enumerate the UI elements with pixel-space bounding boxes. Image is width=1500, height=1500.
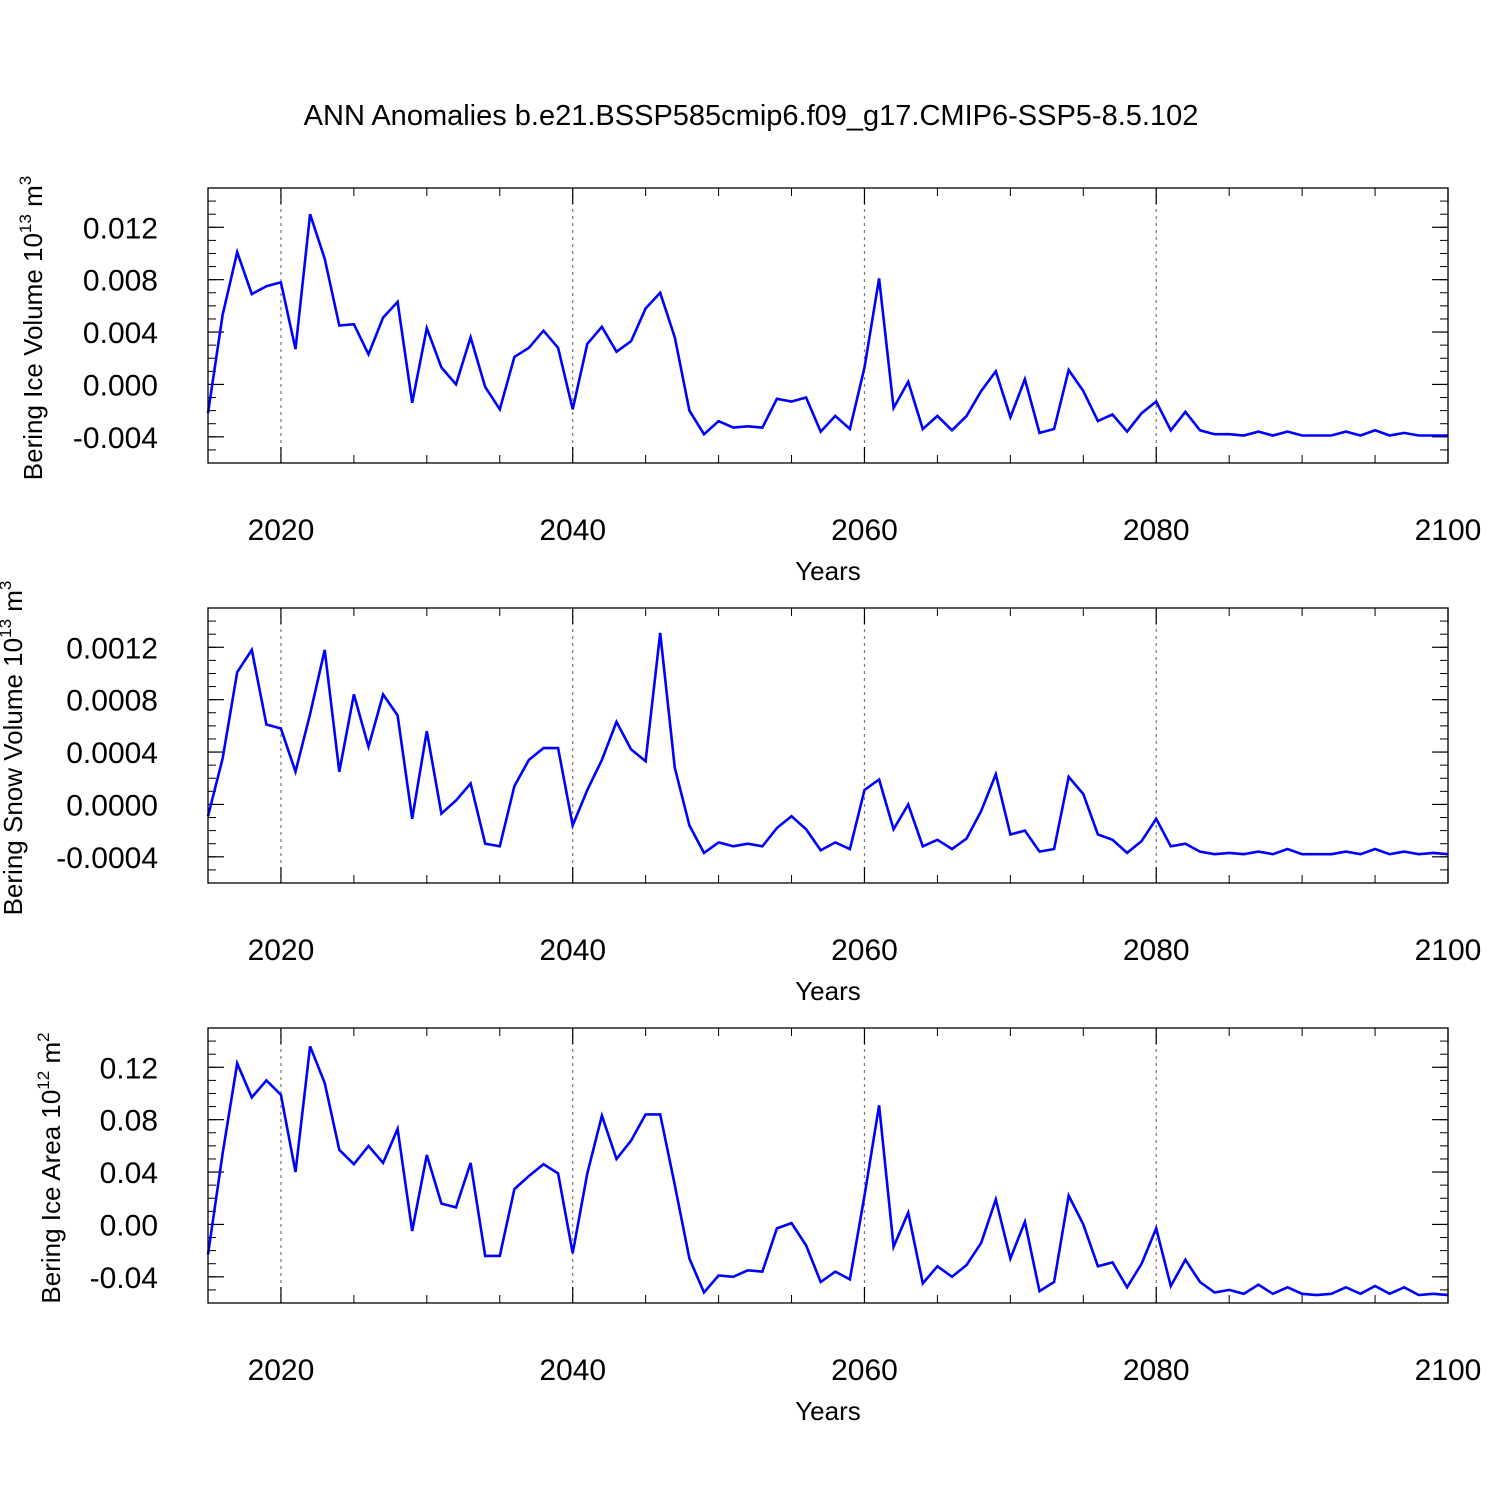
figure-title: ANN Anomalies b.e21.BSSP585cmip6.f09_g17… [304,100,1199,132]
panel-ice-volume: Bering Ice Volume 1013 m3 Years 2020 2040… [16,176,1481,586]
x-tick-label: 2100 [1415,514,1482,547]
x-tick-label: 2040 [539,514,606,547]
x-tick-label: 2060 [831,934,898,967]
y-tick-label: 0.0000 [66,789,158,822]
plot-frame [207,187,1449,464]
y-tick-label: 0.08 [100,1105,158,1138]
data-series-line [206,213,1448,437]
y-axis-label: Bering Snow Volume 1013 m3 [0,581,28,916]
x-tick-label: 2040 [539,1354,606,1387]
y-tick-label: 0.000 [83,369,158,402]
panel-snow-volume: Bering Snow Volume 1013 m3 Years 2020 204… [0,581,1481,1006]
y-tick-label: 0.04 [100,1157,158,1190]
y-axis-label: Bering Ice Volume 1013 m3 [16,176,48,480]
y-tick-label: -0.04 [90,1262,158,1295]
x-tick-label: 2060 [831,514,898,547]
y-tick-label: 0.00 [100,1209,158,1242]
y-tick-label: 0.0012 [66,632,158,665]
x-axis-label: Years [795,556,861,586]
y-tick-label: 0.12 [100,1052,158,1085]
y-tick-label: 0.004 [83,317,158,350]
plot-frame [207,607,1449,884]
x-axis-label: Years [795,976,861,1006]
y-tick-label: -0.004 [73,422,158,455]
y-tick-label: 0.0008 [66,685,158,718]
x-tick-label: 2020 [248,514,315,547]
x-tick-label: 2080 [1123,934,1190,967]
x-tick-label: 2080 [1123,514,1190,547]
x-tick-label: 2020 [248,1354,315,1387]
data-series-line [206,1045,1449,1297]
x-tick-label: 2080 [1123,1354,1190,1387]
y-tick-label: 0.008 [83,265,158,298]
x-tick-label: 2040 [539,934,606,967]
y-tick-label: 0.0004 [66,737,158,770]
x-tick-label: 2020 [248,934,315,967]
panel-ice-area: Bering Ice Area 1012 m2 Years 2020 2040 20… [34,1027,1482,1426]
y-axis-label: Bering Ice Area 1012 m2 [34,1032,66,1303]
x-axis-label: Years [795,1396,861,1426]
plot-frame [207,1027,1449,1304]
x-tick-label: 2060 [831,1354,898,1387]
data-series-line [206,632,1449,856]
y-tick-label: 0.012 [83,212,158,245]
x-tick-label: 2100 [1415,1354,1482,1387]
x-tick-label: 2100 [1415,934,1482,967]
y-tick-label: -0.0004 [56,842,158,875]
